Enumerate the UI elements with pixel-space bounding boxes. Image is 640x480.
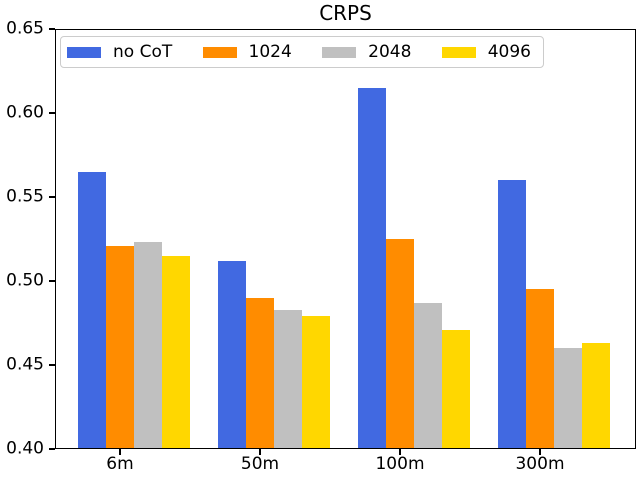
y-tick-label: 0.50 [6, 270, 44, 291]
legend-label: 1024 [248, 41, 292, 62]
y-tick-label: 0.40 [6, 438, 44, 459]
x-tick-mark [119, 449, 121, 455]
x-tick-mark [539, 449, 541, 455]
bar-4096-50m [302, 316, 330, 449]
legend-swatch-icon [67, 46, 101, 58]
x-tick-label-50m: 50m [240, 454, 280, 474]
bar-4096-100m [442, 329, 470, 449]
x-tick-label-300m: 300m [515, 454, 565, 474]
x-tick-label-100m: 100m [375, 454, 425, 474]
bar-no-cot-6m [78, 171, 106, 449]
y-tick-label: 0.65 [6, 18, 44, 39]
bar-2048-6m [134, 242, 162, 449]
legend-item-2048: 2048 [322, 41, 412, 62]
y-tick-mark [49, 280, 55, 282]
y-tick-mark [49, 196, 55, 198]
x-tick-mark [259, 449, 261, 455]
bar-no-cot-300m [498, 180, 526, 449]
bar-no-cot-100m [358, 87, 386, 449]
bar-1024-300m [526, 289, 554, 449]
bar-no-cot-50m [218, 260, 246, 449]
x-tick-label-6m: 6m [106, 454, 134, 474]
x-tick-mark [399, 449, 401, 455]
bar-4096-300m [582, 343, 610, 449]
y-tick-mark [49, 448, 55, 450]
y-tick-label: 0.45 [6, 354, 44, 375]
bar-4096-6m [162, 255, 190, 449]
bar-1024-100m [386, 239, 414, 449]
y-tick-mark [49, 112, 55, 114]
bar-2048-50m [274, 309, 302, 449]
legend-item-no-cot: no CoT [67, 41, 173, 62]
chart-title: CRPS [319, 1, 372, 25]
legend-swatch-icon [202, 46, 237, 58]
legend: no CoT 1024 2048 4096 [60, 36, 544, 68]
legend-item-1024: 1024 [202, 41, 292, 62]
legend-swatch-icon [322, 46, 357, 58]
bar-1024-50m [246, 297, 274, 449]
bar-2048-100m [414, 302, 442, 449]
y-tick-mark [49, 28, 55, 30]
legend-item-4096: 4096 [441, 41, 531, 62]
y-tick-mark [49, 364, 55, 366]
y-tick-label: 0.60 [6, 102, 44, 123]
y-tick-label: 0.55 [6, 186, 44, 207]
bar-2048-300m [554, 348, 582, 449]
legend-label: 2048 [368, 41, 412, 62]
legend-swatch-icon [441, 46, 476, 58]
bar-1024-6m [106, 245, 134, 449]
legend-label: 4096 [487, 41, 531, 62]
legend-label: no CoT [113, 41, 173, 62]
